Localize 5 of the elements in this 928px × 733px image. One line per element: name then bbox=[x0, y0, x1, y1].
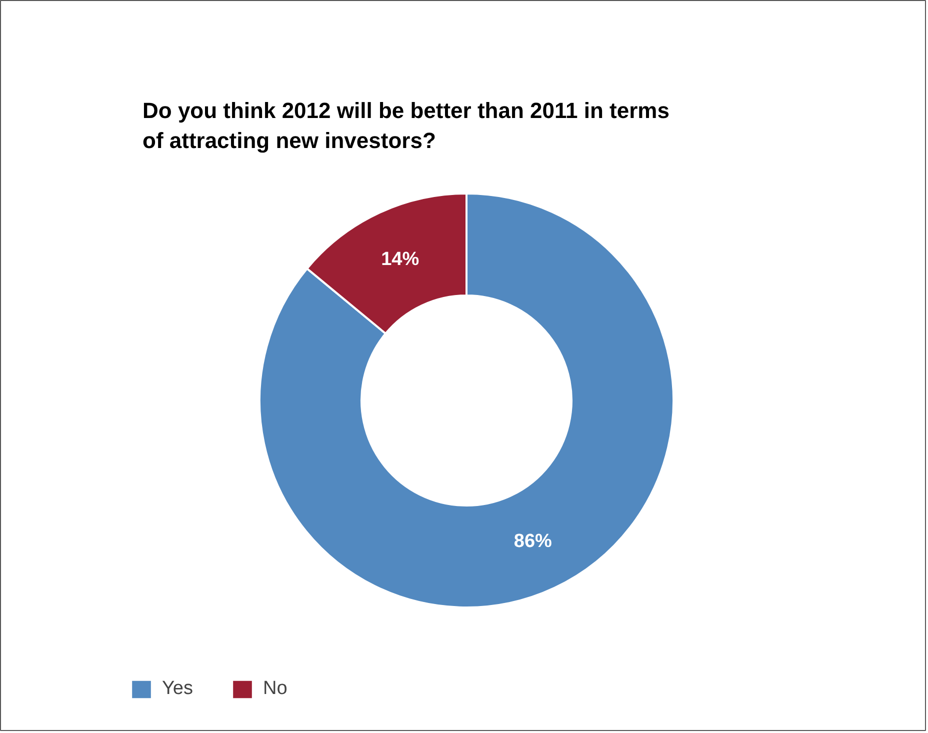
chart-title: Do you think 2012 will be better than 2011 in terms of attracting new investors? bbox=[142, 98, 670, 153]
legend-label: Yes bbox=[162, 678, 193, 700]
data-label: 86% bbox=[514, 531, 552, 552]
legend-label: No bbox=[263, 678, 288, 700]
data-label: 14% bbox=[381, 248, 420, 270]
